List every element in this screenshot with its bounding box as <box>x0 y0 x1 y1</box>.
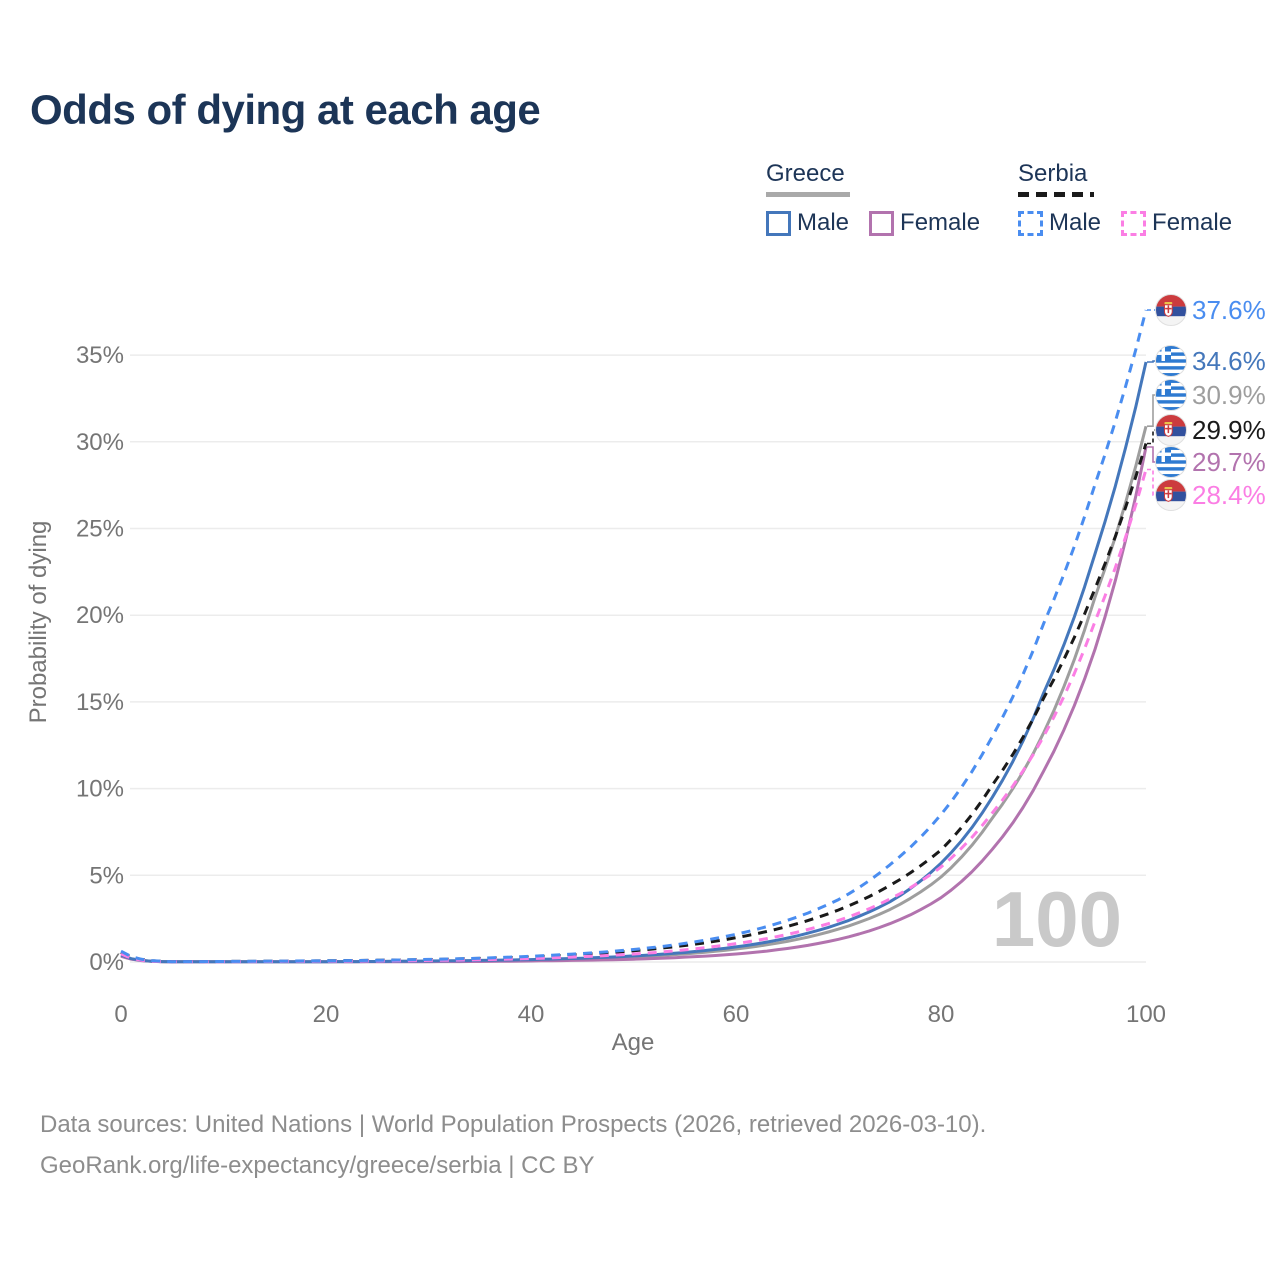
end-label-greece-female: 29.7% <box>1147 446 1266 478</box>
footer: Data sources: United Nations | World Pop… <box>40 1104 986 1186</box>
x-tick-label: 100 <box>1126 1001 1166 1028</box>
x-tick-label: 0 <box>114 1001 127 1028</box>
end-value-label: 28.4% <box>1192 480 1266 510</box>
label-connector <box>1147 394 1157 427</box>
legend-item-label: Male <box>797 209 850 236</box>
x-axis-title: Age <box>612 1029 655 1056</box>
serbia-flag-icon <box>1155 294 1187 326</box>
y-axis-title: Probability of dying <box>25 521 52 724</box>
series-line-serbia-male <box>120 309 1148 964</box>
greece-flag-icon <box>1155 379 1187 411</box>
legend-group-greece: Greece Male Female <box>766 160 980 237</box>
y-tick-label: 20% <box>76 602 124 629</box>
legend-item-label: Female <box>900 209 981 236</box>
serbia-male-swatch-icon <box>1018 210 1043 236</box>
x-tick-label: 40 <box>518 1001 545 1028</box>
greece-flag-icon <box>1155 446 1187 478</box>
x-tick-label: 60 <box>723 1001 750 1028</box>
series-line-serbia-female <box>120 469 1148 964</box>
greece-flag-icon <box>1155 345 1187 377</box>
end-value-label: 37.6% <box>1192 295 1266 325</box>
serbia-female-swatch-icon <box>1121 210 1147 236</box>
legend-item-greece-female[interactable]: Female <box>869 209 980 237</box>
y-tick-label: 35% <box>76 342 124 369</box>
series-line-greece-male <box>120 361 1148 964</box>
end-label-greece-all: 30.9% <box>1147 379 1266 427</box>
legend-item-serbia-female[interactable]: Female <box>1121 209 1232 237</box>
end-value-label: 30.9% <box>1192 380 1266 410</box>
attribution-text: GeoRank.org/life-expectancy/greece/serbi… <box>40 1152 595 1179</box>
x-tick-label: 80 <box>928 1001 955 1028</box>
serbia-all-line-swatch <box>1018 192 1094 197</box>
end-label-serbia-all: 29.9% <box>1147 414 1266 446</box>
greece-male-swatch-icon <box>766 210 791 236</box>
y-tick-label: 0% <box>89 949 124 976</box>
end-label-greece-male: 34.6% <box>1147 345 1266 377</box>
legend-item-serbia-male[interactable]: Male <box>1018 209 1101 237</box>
legend-item-greece-male[interactable]: Male <box>766 209 849 237</box>
end-label-serbia-female: 28.4% <box>1147 468 1266 511</box>
legend-item-label: Female <box>1152 209 1233 236</box>
label-connector <box>1147 468 1157 496</box>
legend-item-label: Male <box>1049 209 1102 236</box>
end-value-label: 29.9% <box>1192 415 1266 445</box>
legend-country-greece[interactable]: Greece <box>766 160 845 187</box>
end-label-serbia-male: 37.6% <box>1147 294 1266 326</box>
serbia-flag-icon <box>1155 414 1187 446</box>
y-tick-label: 5% <box>89 862 124 889</box>
serbia-flag-icon <box>1155 479 1187 511</box>
x-tick-label: 20 <box>313 1001 340 1028</box>
y-tick-label: 15% <box>76 689 124 716</box>
legend-country-serbia[interactable]: Serbia <box>1018 160 1088 187</box>
y-tick-label: 30% <box>76 429 124 456</box>
legend-group-serbia: Serbia Male Female <box>1018 160 1232 237</box>
greece-all-line-swatch <box>766 192 850 197</box>
end-value-label: 34.6% <box>1192 346 1266 376</box>
data-sources-text: Data sources: United Nations | World Pop… <box>40 1111 987 1138</box>
page-title: Odds of dying at each age <box>30 86 541 133</box>
end-value-label: 29.7% <box>1192 447 1266 477</box>
greece-female-swatch-icon <box>869 210 895 236</box>
age-counter-watermark: 100 <box>992 875 1122 963</box>
y-tick-label: 10% <box>76 776 124 803</box>
y-tick-label: 25% <box>76 516 124 543</box>
